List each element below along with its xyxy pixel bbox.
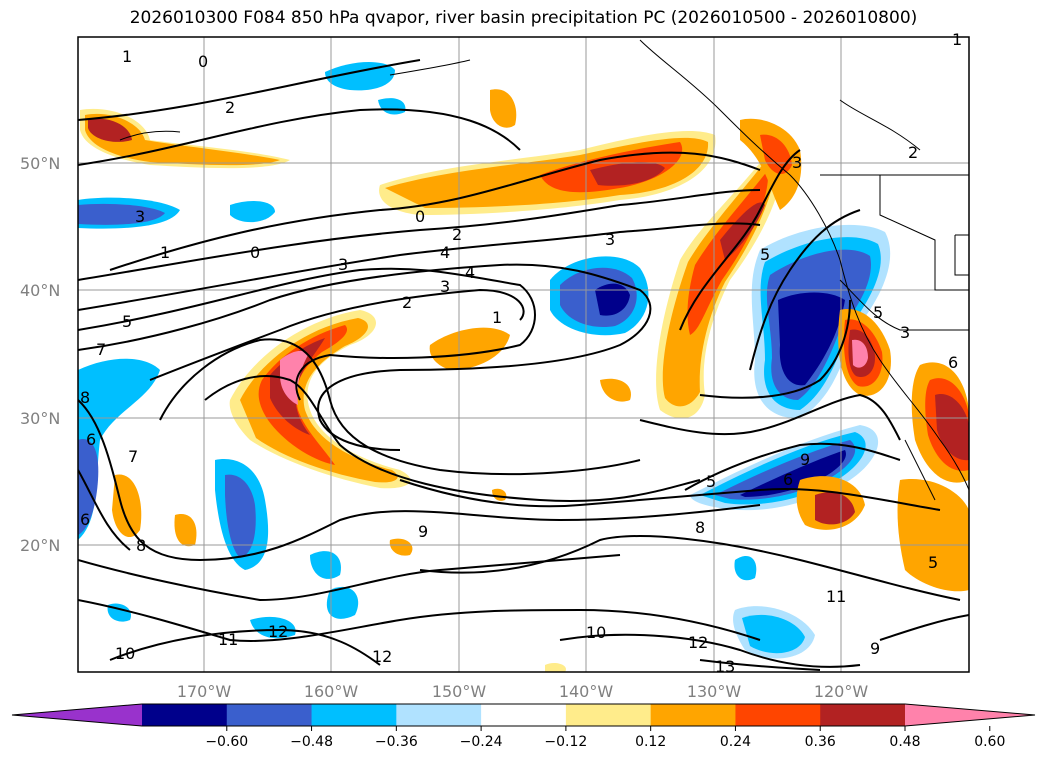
gridlines xyxy=(78,37,969,672)
contour-label: 3 xyxy=(338,255,348,274)
lon-label-120w: 120°W xyxy=(814,682,869,701)
lon-label-150w: 150°W xyxy=(432,682,487,701)
contour-label: 3 xyxy=(605,230,615,249)
contour-label: 4 xyxy=(465,263,475,282)
contour-label: 12 xyxy=(372,647,392,666)
contour-label: 2 xyxy=(452,225,462,244)
qvapor-contours xyxy=(78,59,969,671)
contour-labels: 1 0 2 3 1 0 0 2 3 4 4 3 2 1 5 3 5 7 8 6 … xyxy=(80,30,962,676)
colorbar-tick-label: −0.60 xyxy=(205,734,248,750)
contour-label: 11 xyxy=(218,630,238,649)
contour-label: 12 xyxy=(268,622,288,641)
colorbar-segment xyxy=(396,704,482,726)
contour-label: 3 xyxy=(440,277,450,296)
lat-label-50n: 50°N xyxy=(20,154,60,173)
contour-label: 6 xyxy=(948,353,958,372)
positive-region-socal xyxy=(796,309,969,592)
colorbar: −0.60 −0.48 −0.36 −0.24 −0.12 0.12 0.24 0.36 0.4… xyxy=(11,703,1036,750)
contour-label: 9 xyxy=(418,522,428,541)
positive-region-central-pacific xyxy=(112,310,631,672)
colorbar-segment xyxy=(481,704,567,726)
contour-label: 9 xyxy=(800,450,810,469)
contour-label: 3 xyxy=(135,207,145,226)
contour-label: 0 xyxy=(250,243,260,262)
negative-region-subtropics xyxy=(78,358,815,659)
contour-label: 1 xyxy=(122,47,132,66)
contour-label: 10 xyxy=(115,644,135,663)
colorbar-tick-label: −0.48 xyxy=(290,734,333,750)
contour-label: 8 xyxy=(695,518,705,537)
shaded-field xyxy=(78,61,969,672)
lon-label-140w: 140°W xyxy=(559,682,614,701)
colorbar-segment xyxy=(565,704,652,726)
contour-label: 3 xyxy=(900,323,910,342)
contour-label: 13 xyxy=(715,657,735,676)
contour-label: 2 xyxy=(225,98,235,117)
contour-label: 5 xyxy=(706,472,716,491)
colorbar-segment xyxy=(226,704,313,726)
colorbar-tick-label: 0.12 xyxy=(635,734,666,750)
colorbar-tick-label: 0.48 xyxy=(889,734,920,750)
contour-label: 9 xyxy=(870,639,880,658)
contour-label: 8 xyxy=(80,388,90,407)
colorbar-tick-label: 0.60 xyxy=(974,734,1005,750)
contour-label: 0 xyxy=(415,207,425,226)
contour-label: 7 xyxy=(128,447,138,466)
contour-label: 5 xyxy=(928,553,938,572)
map-title: 2026010300 F084 850 hPa qvapor, river ba… xyxy=(129,8,918,28)
contour-label: 11 xyxy=(826,587,846,606)
coastlines xyxy=(119,39,969,501)
contour-label: 8 xyxy=(136,536,146,555)
contour-label: 3 xyxy=(792,153,802,172)
contour-label: 5 xyxy=(873,303,883,322)
colorbar-tick-label: −0.12 xyxy=(544,734,587,750)
colorbar-tick-label: −0.36 xyxy=(375,734,418,750)
contour-label: 6 xyxy=(86,430,96,449)
colorbar-extend-min xyxy=(12,704,142,726)
contour-label: 0 xyxy=(198,52,208,71)
colorbar-tick-label: −0.24 xyxy=(460,734,503,750)
lat-label-20n: 20°N xyxy=(20,536,60,555)
colorbar-tick-label: 0.24 xyxy=(720,734,751,750)
lon-label-170w: 170°W xyxy=(177,682,232,701)
contour-label: 4 xyxy=(440,243,450,262)
colorbar-segment xyxy=(142,704,228,726)
lon-label-130w: 130°W xyxy=(687,682,742,701)
negative-region-west-coast xyxy=(751,224,891,419)
lat-label-30n: 30°N xyxy=(20,409,60,428)
colorbar-segment xyxy=(650,704,736,726)
colorbar-segment xyxy=(820,704,906,726)
contour-label: 10 xyxy=(586,623,606,642)
colorbar-segment xyxy=(311,704,397,726)
contour-label: 1 xyxy=(492,308,502,327)
contour-label: 6 xyxy=(80,510,90,529)
contour-label: 7 xyxy=(96,340,106,359)
contour-label: 5 xyxy=(760,245,770,264)
contour-label: 6 xyxy=(783,470,793,489)
contour-label: 1 xyxy=(952,30,962,49)
colorbar-tick-label: 0.36 xyxy=(805,734,836,750)
latitude-labels: 50°N 40°N 30°N 20°N xyxy=(20,154,60,555)
colorbar-outline xyxy=(11,703,1036,727)
colorbar-segment xyxy=(735,704,821,726)
contour-label: 5 xyxy=(122,312,132,331)
contour-label: 12 xyxy=(688,633,708,652)
plot-frame xyxy=(77,36,970,673)
lat-label-40n: 40°N xyxy=(20,281,60,300)
longitude-labels: 170°W 160°W 150°W 140°W 130°W 120°W xyxy=(177,682,869,701)
negative-region-central xyxy=(550,256,649,336)
contour-label: 2 xyxy=(908,143,918,162)
contour-label: 2 xyxy=(402,293,412,312)
colorbar-extend-max xyxy=(905,704,1035,726)
contour-label: 1 xyxy=(160,243,170,262)
lon-label-160w: 160°W xyxy=(304,682,359,701)
positive-region-coastal-band xyxy=(656,118,802,419)
